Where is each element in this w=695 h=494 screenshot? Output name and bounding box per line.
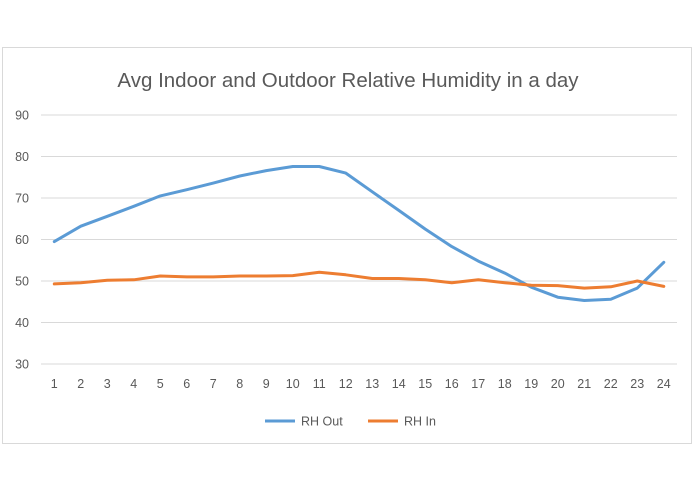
x-tick-label: 19 — [524, 377, 538, 391]
y-tick-label: 70 — [15, 192, 29, 206]
x-tick-label: 7 — [210, 377, 217, 391]
y-tick-label: 60 — [15, 233, 29, 247]
y-tick-label: 50 — [15, 275, 29, 289]
y-tick-label: 30 — [15, 358, 29, 372]
x-tick-label: 4 — [130, 377, 137, 391]
series-line-rh-in — [52, 270, 666, 290]
x-tick-label: 18 — [498, 377, 512, 391]
x-tick-label: 3 — [104, 377, 111, 391]
x-tick-label: 22 — [604, 377, 618, 391]
x-tick-label: 6 — [183, 377, 190, 391]
x-tick-label: 20 — [551, 377, 565, 391]
x-tick-label: 14 — [392, 377, 406, 391]
line-chart: Avg Indoor and Outdoor Relative Humidity… — [15, 69, 677, 429]
y-axis-tick-labels: 30 40 50 60 70 80 90 — [15, 109, 29, 372]
x-tick-label: 9 — [263, 377, 270, 391]
chart-area: Avg Indoor and Outdoor Relative Humidity… — [2, 47, 692, 444]
y-tick-label: 90 — [15, 109, 29, 123]
x-tick-label: 10 — [286, 377, 300, 391]
x-tick-label: 11 — [313, 377, 326, 391]
legend: RH Out RH In — [265, 415, 436, 429]
x-axis-tick-labels: 1 2 3 4 5 6 7 8 9 10 11 12 13 14 15 16 17 18 19 20 21 22 23 24 — [51, 377, 671, 391]
x-tick-label: 13 — [365, 377, 379, 391]
x-tick-label: 17 — [471, 377, 485, 391]
x-tick-label: 5 — [157, 377, 164, 391]
series-line-rh-out — [52, 165, 666, 302]
x-tick-label: 21 — [577, 377, 591, 391]
y-tick-label: 40 — [15, 316, 29, 330]
chart-title: Avg Indoor and Outdoor Relative Humidity… — [117, 69, 579, 92]
legend-label: RH In — [404, 415, 436, 429]
x-tick-label: 12 — [339, 377, 353, 391]
y-tick-label: 80 — [15, 150, 29, 164]
gridlines — [41, 114, 677, 365]
x-tick-label: 8 — [236, 377, 243, 391]
x-tick-label: 1 — [51, 377, 58, 391]
x-tick-label: 2 — [77, 377, 84, 391]
series-lines — [52, 165, 666, 302]
x-tick-label: 24 — [657, 377, 671, 391]
x-tick-label: 16 — [445, 377, 459, 391]
x-tick-label: 23 — [630, 377, 644, 391]
legend-label: RH Out — [301, 415, 343, 429]
x-tick-label: 15 — [418, 377, 432, 391]
